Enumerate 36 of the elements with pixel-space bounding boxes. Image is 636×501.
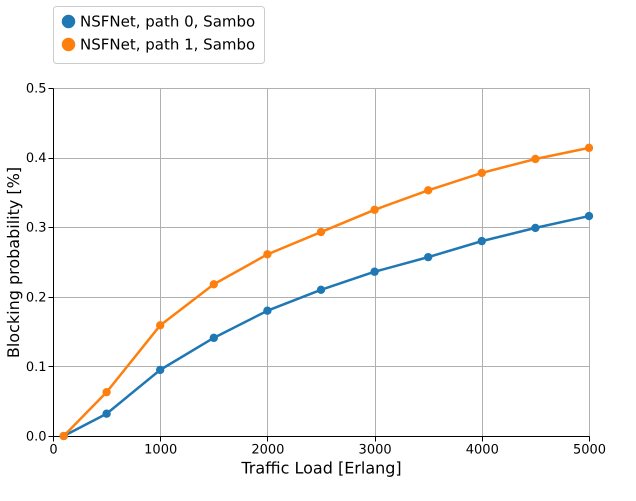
point [370,268,379,276]
point [531,154,540,164]
point [424,186,432,194]
y-tick-label: 0.5 [26,82,46,96]
point [263,306,272,315]
point [584,212,594,220]
x-axis-title: Traffic Load [Erlang] [240,458,402,478]
point [531,224,540,232]
y-tick-label: 0.0 [26,430,46,444]
legend-label: NSFNet, path 1, Sambo [80,36,256,54]
x-tick-label: 3000 [358,442,392,458]
point [478,168,486,178]
point [370,206,379,214]
point [156,321,164,330]
point [316,286,326,294]
point [478,236,486,246]
y-tick-label: 0.2 [26,290,46,306]
point [263,250,272,259]
point [210,280,218,288]
y-tick-label: 0.3 [26,220,46,236]
y-axis-title: Blocking probability [%] [4,166,23,358]
legend-label: NSFNet, path 0, Sambo [80,12,256,30]
x-tick-label: 2000 [251,442,284,458]
y-tick-label: 0.1 [26,360,46,375]
y-tick-label: 0.4 [26,151,46,166]
point [424,252,432,262]
point [210,334,218,342]
x-tick-label: 0 [49,442,58,458]
point [156,366,164,374]
point [584,144,594,152]
x-tick-label: 1000 [144,442,178,458]
point [316,228,326,236]
x-tick-label: 4000 [466,442,499,458]
point [102,388,111,396]
x-tick-label: 5000 [572,442,606,458]
point [102,410,111,418]
